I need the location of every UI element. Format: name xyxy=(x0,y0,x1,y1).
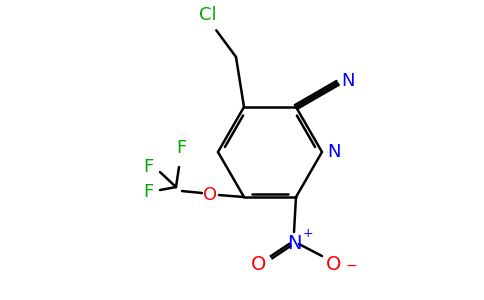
Text: F: F xyxy=(143,183,153,201)
Text: F: F xyxy=(176,139,186,157)
Text: O: O xyxy=(326,254,342,274)
Text: N: N xyxy=(327,143,341,161)
Text: O: O xyxy=(251,254,267,274)
Text: O: O xyxy=(203,186,217,204)
Text: −: − xyxy=(346,259,358,273)
Text: +: + xyxy=(303,227,314,240)
Text: N: N xyxy=(342,72,355,90)
Text: N: N xyxy=(287,234,301,253)
Text: Cl: Cl xyxy=(199,6,217,24)
Text: F: F xyxy=(143,158,153,176)
